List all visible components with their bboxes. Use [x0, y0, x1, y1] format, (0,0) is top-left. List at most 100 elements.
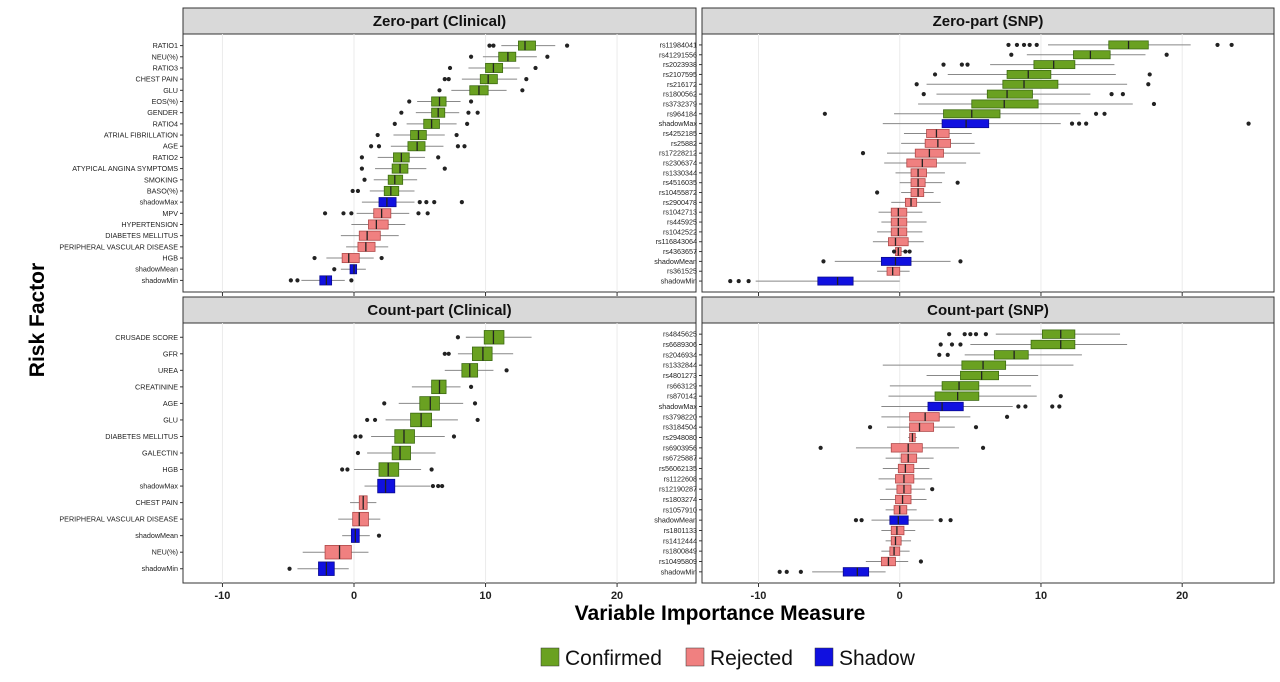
- panel-strip: [182, 296, 697, 324]
- box-row: RATIO2: [153, 152, 441, 163]
- box-row: MPV: [162, 208, 430, 219]
- outlier-point: [430, 483, 436, 489]
- box-row: DIABETES MELLITUS: [105, 429, 457, 444]
- outlier-point: [1246, 121, 1251, 126]
- category-label: rs2023938: [663, 60, 697, 69]
- category-label: rs964184: [667, 109, 697, 118]
- box: [378, 197, 397, 208]
- box-row: rs4252185: [663, 129, 972, 138]
- box: [909, 412, 940, 422]
- panels: Zero-part (Clinical) -10 0 10 20 RATIO1 NEU(%)…: [59, 7, 1275, 602]
- box-row: PERIPHERAL VASCULAR DISEASE: [59, 241, 389, 252]
- box: [886, 266, 901, 276]
- category-label: rs4845625: [663, 330, 697, 339]
- outlier-point: [1034, 42, 1039, 48]
- outlier-point: [1058, 394, 1063, 399]
- outlier-point: [466, 110, 471, 115]
- outlier-point: [429, 467, 434, 472]
- outlier-point: [382, 401, 387, 406]
- box-row: rs1332844: [663, 360, 1074, 370]
- category-label: GENDER: [147, 108, 178, 117]
- box-row: CRUSADE SCORE: [115, 330, 532, 345]
- box: [889, 515, 909, 525]
- outlier-point: [524, 77, 529, 82]
- box: [319, 275, 333, 286]
- category-label: SMOKING: [144, 175, 178, 184]
- outlier-point: [938, 518, 943, 523]
- category-label: RATIO2: [153, 153, 178, 162]
- box-row: ATYPICAL ANGINA SYMPTOMS: [72, 163, 447, 174]
- box-row: rs11984041: [660, 40, 1234, 49]
- box: [910, 168, 927, 178]
- outlier-point: [736, 278, 741, 284]
- outlier-point: [818, 445, 823, 450]
- category-label: HGB: [162, 254, 178, 263]
- category-label: GLU: [163, 86, 178, 95]
- outlier-point: [442, 351, 447, 356]
- category-label: GLU: [163, 415, 178, 424]
- box-row: rs2948080: [663, 432, 917, 443]
- outlier-point: [491, 43, 496, 48]
- outlier-point: [287, 566, 292, 571]
- box-row: shadowMean: [135, 528, 382, 543]
- box: [383, 185, 400, 196]
- outlier-point: [1164, 52, 1169, 57]
- outlier-point: [475, 417, 480, 423]
- outlier-point: [968, 332, 973, 337]
- box: [391, 445, 411, 461]
- panel-strip: [701, 7, 1275, 35]
- outlier-point: [425, 211, 430, 216]
- box-row: NEU(%): [152, 545, 369, 560]
- box: [960, 370, 999, 381]
- outlier-point: [442, 77, 447, 82]
- outlier-point: [355, 188, 361, 194]
- outlier-point: [1023, 404, 1028, 409]
- category-label: rs12190287: [659, 485, 697, 494]
- outlier-point: [980, 445, 986, 450]
- box-row: shadowMax: [140, 478, 445, 494]
- legend: Confirmed Rejected Shadow: [540, 647, 916, 670]
- outlier-point: [359, 166, 364, 171]
- category-label: rs10455872: [659, 188, 697, 197]
- box: [893, 505, 908, 515]
- legend-label-confirmed: Confirmed: [565, 647, 662, 670]
- box-row: rs3798220: [663, 412, 1010, 422]
- outlier-point: [1093, 111, 1099, 116]
- box-row: shadowMin: [661, 567, 886, 577]
- outlier-point: [1215, 42, 1220, 48]
- outlier-point: [295, 278, 300, 283]
- box-row: rs1122608: [664, 474, 933, 484]
- outlier-point: [822, 111, 827, 116]
- panel-title: Count-part (Clinical): [367, 302, 511, 319]
- outlier-point: [322, 211, 328, 216]
- outlier-point: [520, 88, 525, 93]
- box-row: rs1800849: [663, 546, 910, 556]
- category-label: rs1042522: [663, 227, 697, 236]
- outlier-point: [350, 188, 355, 194]
- box-row: shadowMean: [135, 264, 366, 275]
- box-row: rs4363657: [663, 247, 912, 256]
- category-label: rs25882: [671, 139, 697, 148]
- category-label: rs4363657: [663, 247, 697, 256]
- box-row: rs1803274: [663, 494, 927, 505]
- box-row: rs2306374: [663, 159, 967, 168]
- category-label: rs2107595: [663, 70, 697, 79]
- box-row: rs6903956: [663, 443, 986, 453]
- box-row: rs2900478: [663, 198, 941, 207]
- box-row: shadowMax: [659, 401, 1062, 412]
- outlier-point: [1006, 42, 1011, 48]
- box: [910, 188, 925, 197]
- box-row: rs4516035: [663, 178, 960, 187]
- outlier-point: [446, 77, 451, 82]
- box: [993, 350, 1029, 360]
- category-label: RATIO4: [153, 119, 178, 128]
- box-row: rs12190287: [659, 484, 935, 494]
- box-row: rs2107595: [663, 70, 1152, 79]
- box: [479, 74, 498, 85]
- outlier-point: [965, 62, 970, 67]
- box: [927, 401, 964, 412]
- legend-swatch-rejected: [685, 647, 705, 667]
- box-row: NEU(%): [152, 51, 550, 62]
- category-label: UREA: [158, 366, 178, 375]
- box: [941, 119, 990, 129]
